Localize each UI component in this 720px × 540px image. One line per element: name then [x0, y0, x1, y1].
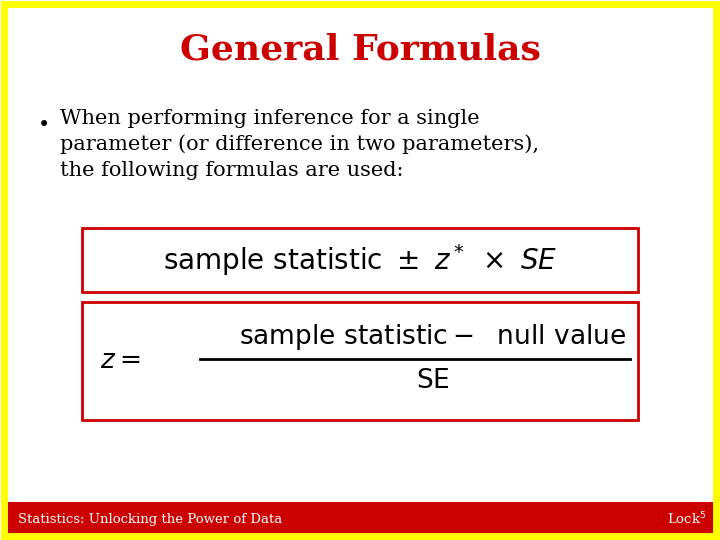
Text: •: •	[38, 116, 50, 134]
Text: $z =$: $z =$	[100, 348, 140, 374]
Text: $\mathrm{sample\ statistic}\ \pm\ z^*\ \times\ \mathit{SE}$: $\mathrm{sample\ statistic}\ \pm\ z^*\ \…	[163, 242, 557, 278]
Text: General Formulas: General Formulas	[179, 33, 541, 67]
Text: parameter (or difference in two parameters),: parameter (or difference in two paramete…	[60, 134, 539, 154]
Text: $\mathrm{SE}$: $\mathrm{SE}$	[415, 368, 449, 394]
Text: Lock$^5$: Lock$^5$	[667, 511, 706, 527]
Text: the following formulas are used:: the following formulas are used:	[60, 160, 403, 179]
Text: Statistics: Unlocking the Power of Data: Statistics: Unlocking the Power of Data	[18, 512, 282, 525]
Text: When performing inference for a single: When performing inference for a single	[60, 109, 480, 127]
Bar	[4, 502, 716, 536]
Text: $\mathrm{sample\ statistic} -\ \ \mathrm{null\ value}$: $\mathrm{sample\ statistic} -\ \ \mathrm…	[239, 322, 626, 352]
Bar	[82, 302, 638, 420]
Bar	[82, 228, 638, 292]
